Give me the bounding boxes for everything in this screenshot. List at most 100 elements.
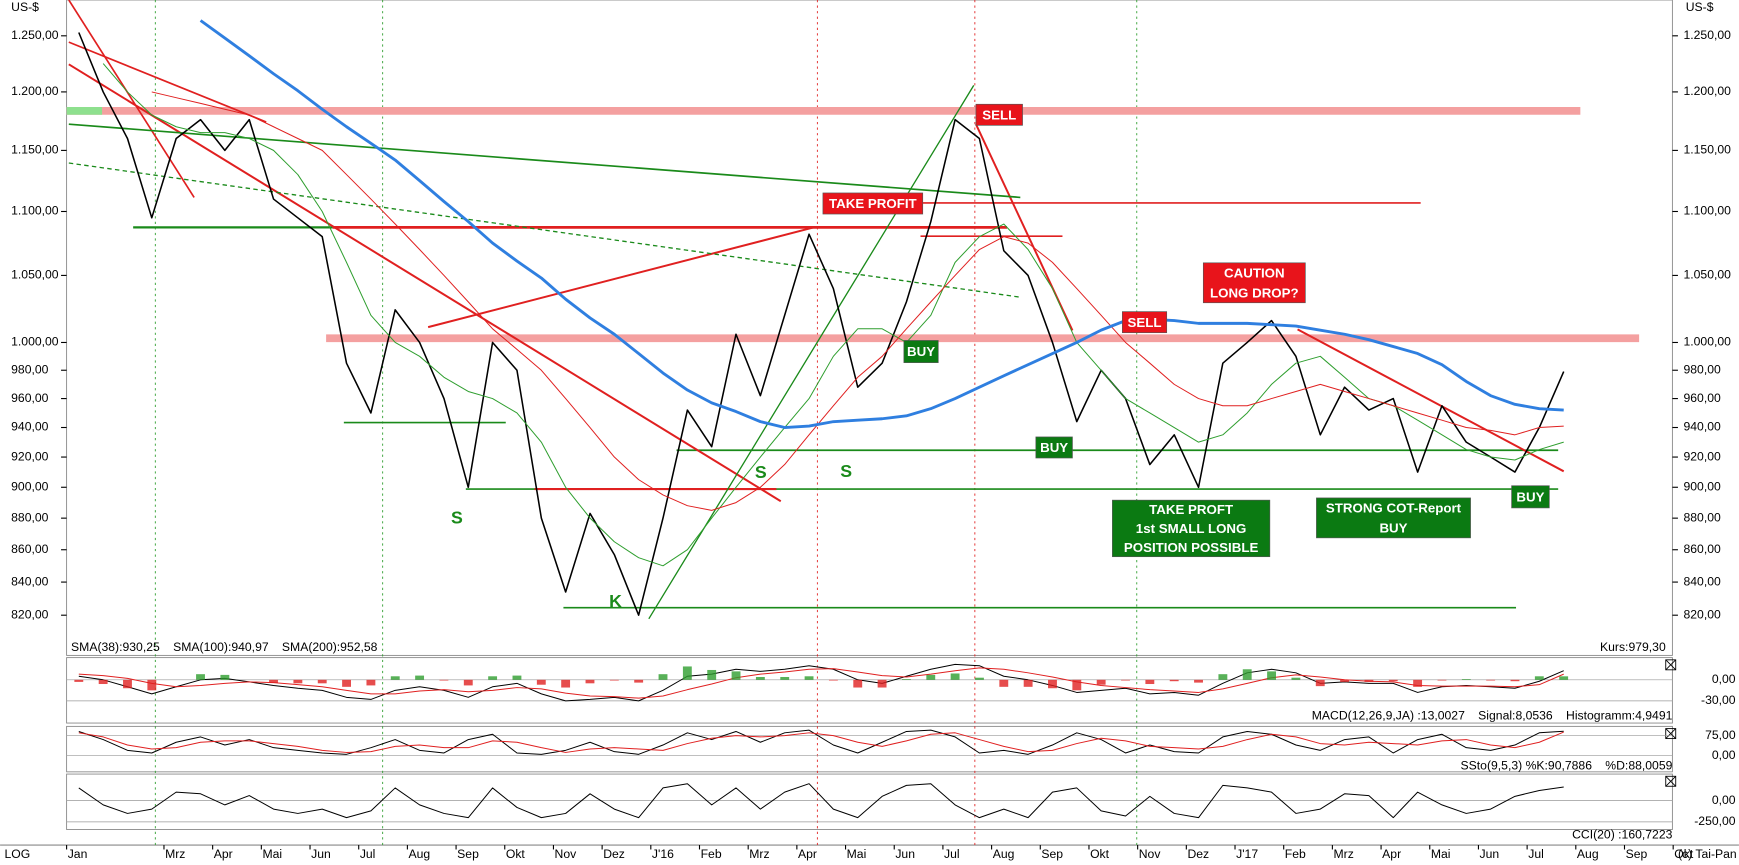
histogram-bar xyxy=(1218,674,1228,680)
annotation-box xyxy=(903,340,939,363)
y-tick-label: 820,00 xyxy=(11,607,48,621)
trend-line xyxy=(68,123,1021,199)
histogram-bar xyxy=(439,679,449,681)
histogram-bar xyxy=(975,677,984,680)
x-tick-label: J'16 xyxy=(652,847,674,861)
series-line xyxy=(199,19,1564,429)
y-tick-label: 1.150,00 xyxy=(11,143,59,157)
annotation-text: SELL xyxy=(982,107,1016,122)
overlay xyxy=(66,0,1640,620)
histogram-bar xyxy=(1437,679,1447,681)
histogram-bar xyxy=(585,679,595,684)
histogram-bar xyxy=(609,679,619,681)
y-tick-label: 1.100,00 xyxy=(11,204,59,218)
y-axis-label-right: US-$ xyxy=(1686,0,1714,14)
annotation-box xyxy=(1316,497,1471,539)
histogram-bar xyxy=(634,679,644,683)
x-tick-label: J'17 xyxy=(1236,847,1258,861)
y-tick-label: 900,00 xyxy=(11,479,48,493)
series-line xyxy=(78,32,1565,616)
histogram-bar xyxy=(804,676,814,680)
x-tick-label: Jul xyxy=(360,847,376,861)
x-tick-label: Aug xyxy=(1577,847,1599,861)
y-tick-label-right: 960,00 xyxy=(1683,391,1720,405)
y-tick-label: 920,00 xyxy=(11,449,48,463)
scale-label: LOG xyxy=(5,847,31,861)
histogram-bar xyxy=(731,671,741,680)
legend-entry: Histogramm:4,9491 xyxy=(1566,709,1673,723)
trend-line xyxy=(68,41,267,123)
macd-frame xyxy=(66,657,1673,724)
histogram-bar xyxy=(1461,679,1471,680)
histogram-bar xyxy=(1413,679,1423,687)
x-tick-label: Mai xyxy=(262,847,282,861)
y-tick-label-right: 1.100,00 xyxy=(1683,204,1731,218)
annotation-text: POSITION POSSIBLE xyxy=(1124,540,1259,555)
histogram-bar xyxy=(755,676,765,680)
legend-entry: SMA(100):940,97 xyxy=(173,640,269,654)
x-tick-label: Mrz xyxy=(165,847,185,861)
annotation-box xyxy=(1112,499,1271,558)
histogram-bar xyxy=(1242,669,1252,680)
y-tick-label: 960,00 xyxy=(11,391,48,405)
histogram-bar xyxy=(901,679,911,680)
histogram-bar xyxy=(98,679,108,685)
annotation-box xyxy=(975,103,1023,126)
x-tick-label: Jun xyxy=(1480,847,1500,861)
histogram-bar xyxy=(1048,679,1057,689)
y-tick-label: 1.250,00 xyxy=(11,28,59,42)
cci-frame xyxy=(66,773,1673,830)
histogram-bar xyxy=(1169,679,1179,682)
annotation-text: BUY xyxy=(1379,520,1407,535)
annotation-text: TAKE PROFIT xyxy=(829,196,917,211)
y-tick-label: 1.000,00 xyxy=(11,335,59,349)
histogram-bar xyxy=(853,679,863,688)
x-tick-label: Apr xyxy=(798,847,817,861)
y-tick-label-right: 1.150,00 xyxy=(1683,143,1731,157)
annotation-text: 1st SMALL LONG xyxy=(1136,521,1247,536)
y-tick-label-right: 940,00 xyxy=(1683,420,1720,434)
annotation-box xyxy=(822,192,924,215)
x-tick-label: Okt xyxy=(1674,847,1694,861)
close-icons xyxy=(1665,659,1677,787)
annotation-text: CAUTION xyxy=(1224,265,1285,280)
y-tick-label-right: 1.050,00 xyxy=(1683,268,1731,282)
x-tick-label: Dez xyxy=(603,847,625,861)
annotation-box xyxy=(1202,262,1306,304)
series-line xyxy=(78,729,1564,755)
y-tick-label-right: 1.200,00 xyxy=(1683,84,1731,98)
y-tick-label: 1.050,00 xyxy=(11,268,59,282)
annotation-text: BUY xyxy=(1516,489,1544,504)
legend-entry: CCI(20) :160,7223 xyxy=(1572,827,1672,841)
annotation-box xyxy=(1122,311,1168,334)
histogram-bar xyxy=(488,676,498,680)
y-tick-label-right: -30,00 xyxy=(1701,693,1736,707)
histogram-bar xyxy=(707,669,717,680)
y-tick-label: 1.200,00 xyxy=(11,84,59,98)
annotation-text: TAKE PROFT xyxy=(1149,502,1233,517)
x-tick-label: Jun xyxy=(895,847,915,861)
histogram-bar xyxy=(74,679,84,682)
histogram-bar xyxy=(269,679,278,683)
x-tick-label: Feb xyxy=(701,847,722,861)
x-tick-label: Feb xyxy=(1285,847,1306,861)
y-tick-label-right: 880,00 xyxy=(1683,510,1720,524)
y-tick-label-right: 900,00 xyxy=(1683,479,1720,493)
histogram-bar xyxy=(1096,679,1106,685)
x-tick-label: Aug xyxy=(408,847,430,861)
plot-frame xyxy=(66,0,1673,656)
trend-line xyxy=(1297,328,1565,473)
histogram-bar xyxy=(293,679,303,684)
histogram-bar xyxy=(196,674,205,680)
annotation-text: BUY xyxy=(1040,440,1068,455)
histogram-bar xyxy=(390,676,400,680)
histogram-bar xyxy=(463,679,473,686)
histogram-bar xyxy=(999,679,1009,687)
x-tick-label: Nov xyxy=(1139,847,1162,861)
x-tick-label: Jul xyxy=(1528,847,1544,861)
histogram-bar xyxy=(1072,679,1082,691)
y-tick-label: 860,00 xyxy=(11,542,48,556)
histogram-bar xyxy=(658,674,668,680)
y-tick-label-right: 75,00 xyxy=(1705,728,1736,742)
